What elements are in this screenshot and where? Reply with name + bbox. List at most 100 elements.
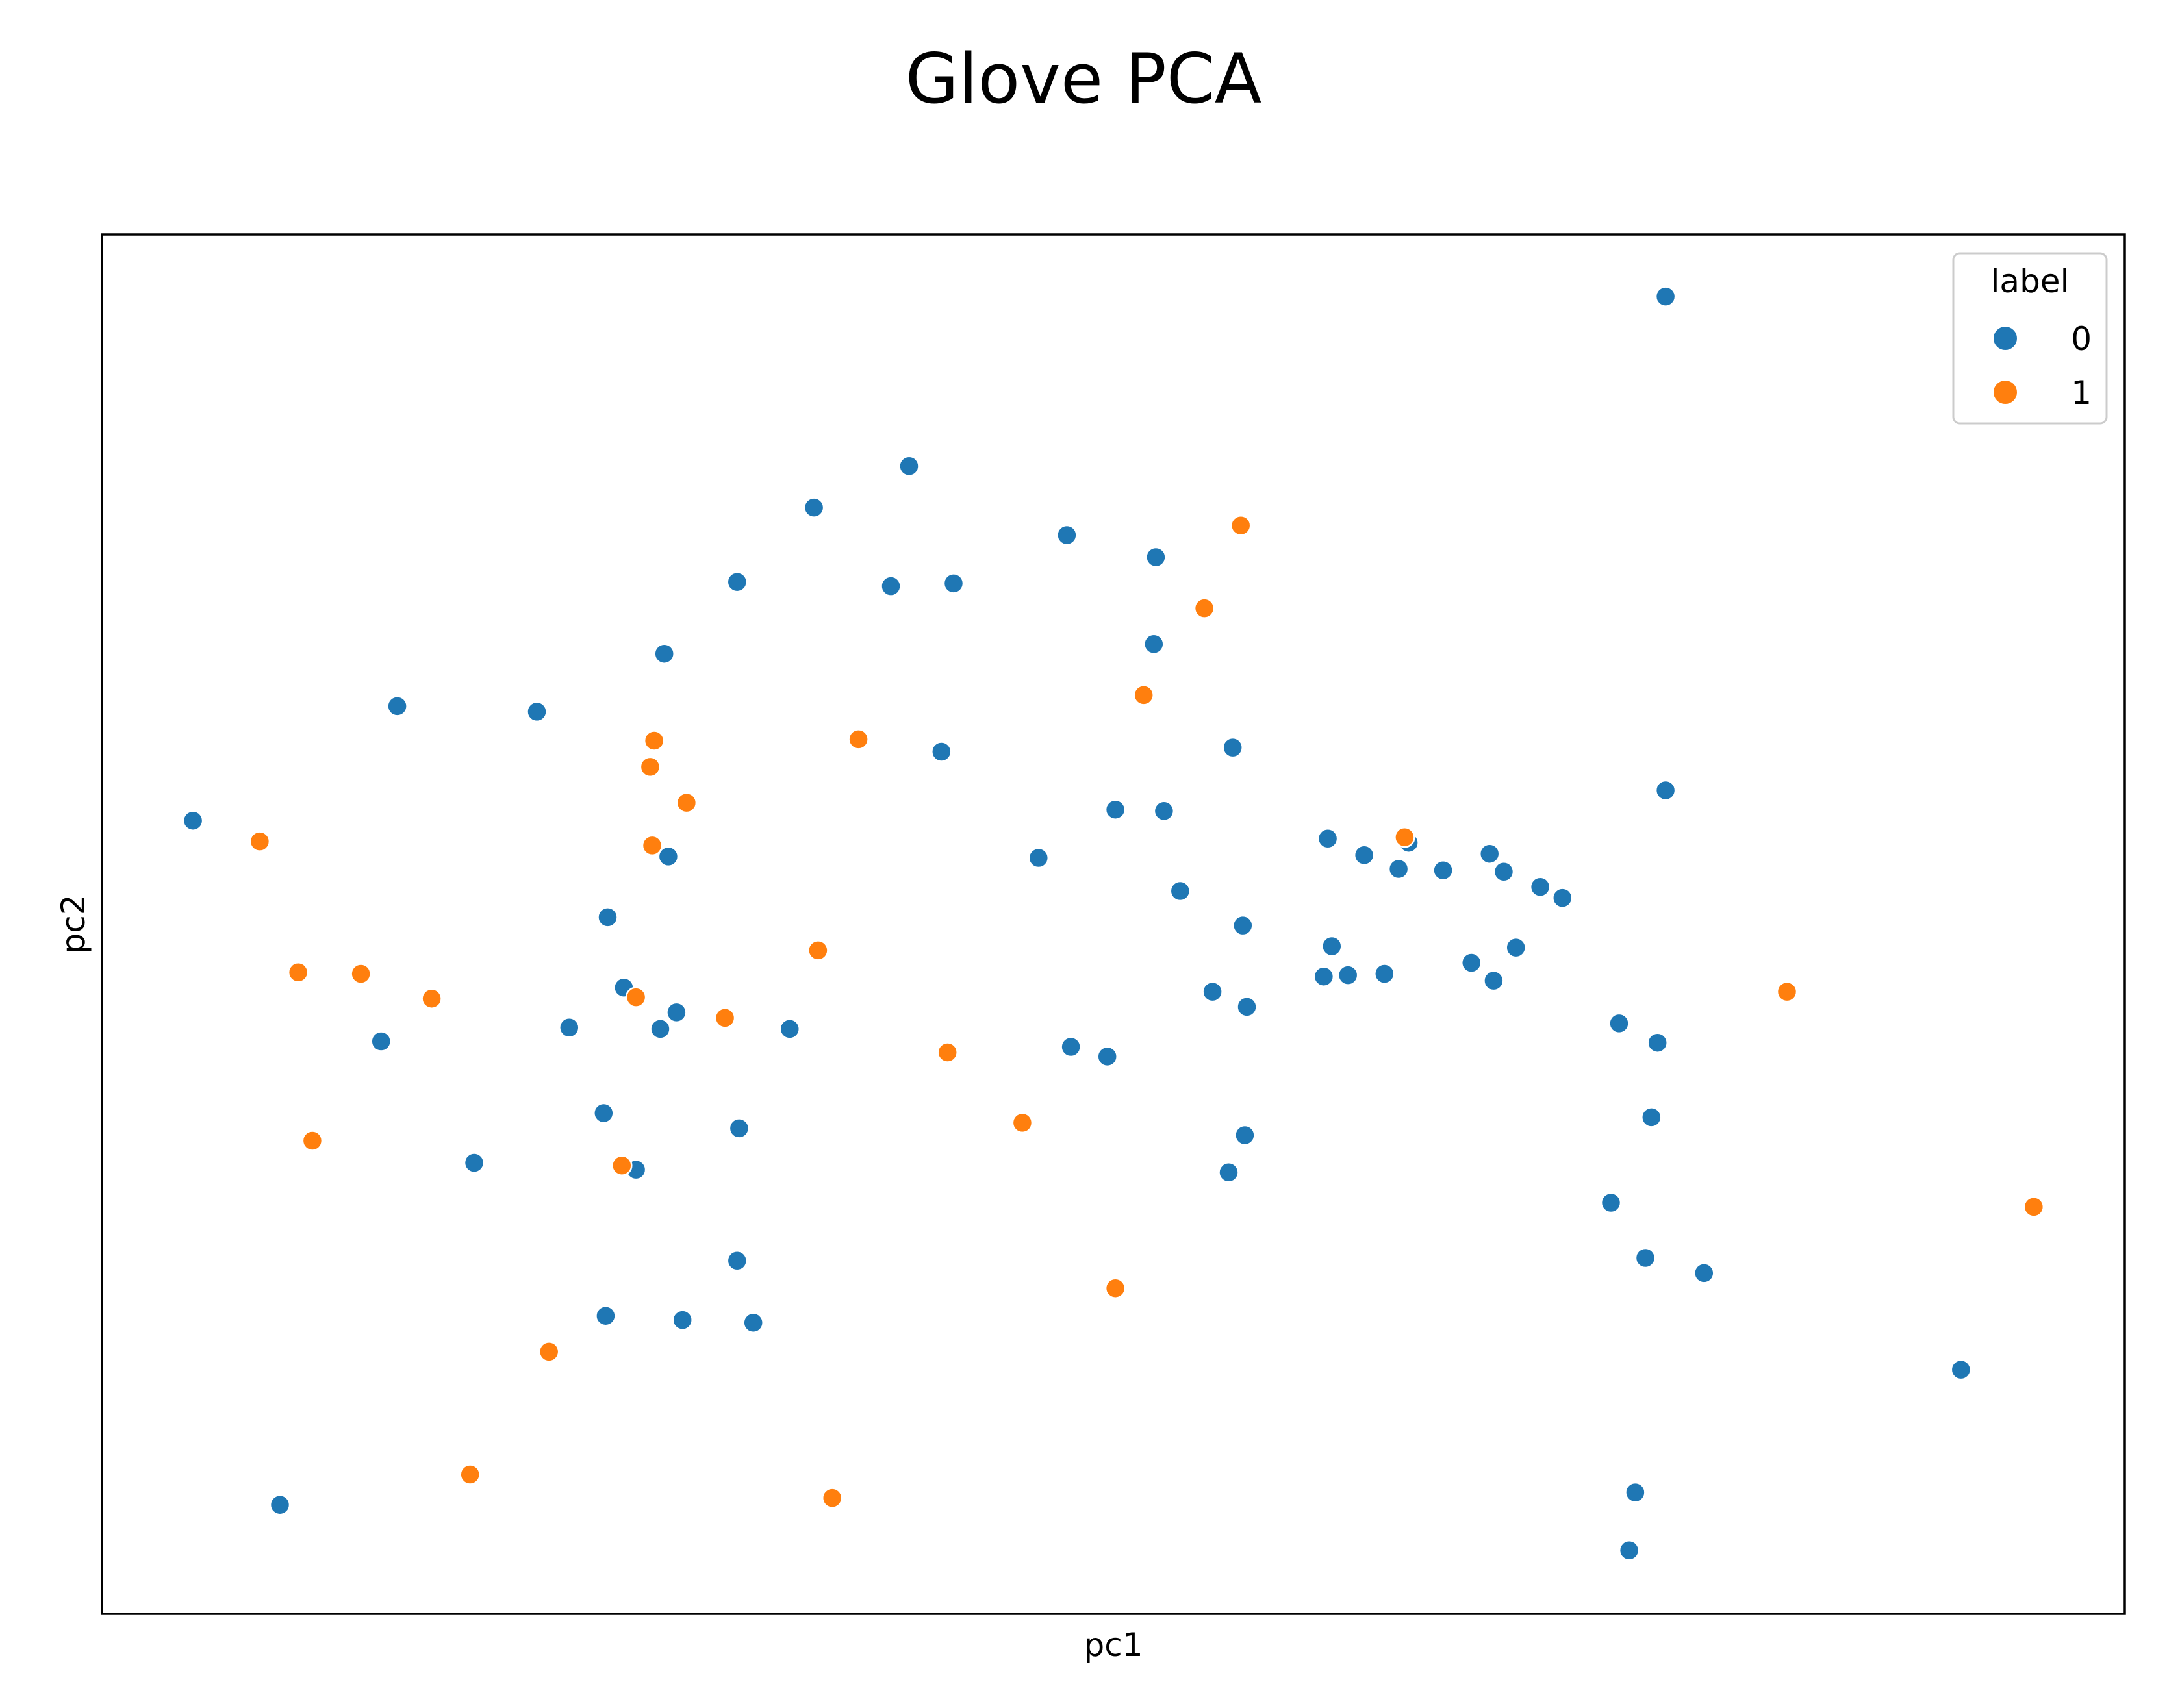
scatter-point-label-1: [538, 1341, 560, 1363]
scatter-point-label-1: [848, 729, 869, 750]
scatter-point-label-0: [1313, 966, 1335, 987]
scatter-point-label-0: [1317, 828, 1339, 849]
scatter-point-label-0: [1337, 964, 1359, 986]
scatter-point-label-1: [421, 988, 442, 1009]
scatter-point-label-0: [931, 741, 952, 762]
scatter-point-label-0: [672, 1309, 693, 1331]
scatter-point-label-0: [1950, 1359, 1972, 1381]
scatter-point-label-0: [726, 571, 748, 593]
chart-title: Glove PCA: [906, 39, 1262, 119]
scatter-point-label-0: [1552, 887, 1573, 909]
legend-frame: [1952, 252, 2108, 425]
scatter-point-label-1: [350, 963, 372, 985]
scatter-point-label-0: [657, 846, 679, 868]
scatter-point-label-0: [1641, 1107, 1662, 1128]
scatter-point-label-0: [1202, 981, 1223, 1003]
scatter-point-label-1: [1104, 1277, 1126, 1299]
scatter-point-label-0: [597, 907, 618, 928]
scatter-point-label-1: [459, 1464, 481, 1485]
scatter-point-label-0: [1169, 880, 1191, 902]
scatter-points: [182, 286, 2045, 1561]
scatter-point-label-0: [1060, 1036, 1082, 1058]
scatter-point-label-0: [559, 1017, 580, 1038]
scatter-point-label-0: [1353, 844, 1375, 866]
scatter-point-label-0: [1654, 779, 1677, 801]
scatter-point-label-1: [1394, 826, 1415, 848]
scatter-point-label-1: [1230, 514, 1252, 536]
scatter-point-label-0: [742, 1312, 764, 1334]
scatter-point-label-0: [1222, 736, 1243, 759]
legend-marker-0: [1992, 325, 2018, 351]
scatter-point-label-1: [639, 756, 661, 778]
scatter-point-label-0: [1693, 1262, 1715, 1284]
scatter-point-label-0: [1618, 1540, 1640, 1561]
scatter-point-label-0: [1374, 963, 1395, 985]
scatter-point-label-0: [1600, 1192, 1622, 1214]
scatter-point-label-0: [943, 573, 965, 594]
scatter-point-label-0: [1153, 800, 1175, 822]
scatter-point-label-0: [595, 1305, 616, 1327]
scatter-point-label-1: [643, 730, 665, 751]
scatter-point-label-0: [1529, 876, 1551, 898]
legend-label-0: 0: [2071, 320, 2092, 358]
scatter-point-label-1: [1011, 1112, 1033, 1134]
scatter-point-label-0: [1056, 524, 1078, 546]
legend-title: label: [1991, 262, 2070, 300]
plot-area: [101, 233, 2126, 1615]
scatter-point-label-0: [463, 1152, 485, 1174]
scatter-point-label-0: [1104, 799, 1126, 820]
scatter-point-label-0: [1460, 952, 1482, 973]
scatter-point-label-0: [1218, 1162, 1239, 1183]
scatter-point-label-1: [807, 940, 829, 961]
scatter-point-label-0: [1232, 914, 1254, 936]
scatter-point-label-0: [1493, 861, 1515, 883]
scatter-point-label-0: [1634, 1247, 1656, 1269]
scatter-point-label-1: [2023, 1196, 2045, 1218]
scatter-point-label-0: [898, 455, 920, 477]
scatter-point-label-1: [1776, 981, 1798, 1003]
scatter-point-label-0: [269, 1494, 291, 1516]
scatter-point-label-0: [1432, 859, 1454, 881]
scatter-point-label-0: [666, 1001, 687, 1024]
scatter-point-label-0: [370, 1031, 392, 1052]
scatter-point-label-0: [1145, 546, 1167, 568]
legend-marker-1: [1992, 379, 2018, 405]
scatter-point-label-1: [641, 835, 663, 857]
scatter-point-label-0: [1234, 1124, 1256, 1146]
scatter-point-label-0: [1236, 996, 1258, 1018]
scatter-point-label-1: [937, 1042, 958, 1063]
y-axis-label: pc2: [55, 894, 92, 953]
legend: label 0 1: [1952, 252, 2108, 425]
scatter-point-label-0: [1096, 1046, 1118, 1068]
scatter-point-label-0: [1647, 1032, 1668, 1053]
scatter-point-label-1: [714, 1007, 736, 1029]
scatter-point-label-0: [650, 1018, 671, 1040]
scatter-point-label-0: [593, 1102, 615, 1124]
scatter-point-label-0: [1505, 936, 1527, 959]
scatter-point-label-0: [880, 575, 902, 597]
scatter-point-label-0: [1478, 843, 1501, 864]
scatter-point-label-1: [301, 1130, 323, 1151]
scatter-point-label-0: [526, 701, 548, 723]
scatter-point-label-0: [1654, 286, 1677, 307]
scatter-point-label-0: [1625, 1481, 1646, 1503]
scatter-point-label-0: [1483, 970, 1504, 992]
scatter-point-label-0: [387, 696, 408, 717]
scatter-point-label-0: [728, 1118, 750, 1139]
scatter-point-label-1: [249, 831, 271, 852]
scatter-point-label-0: [803, 497, 825, 518]
scatter-point-label-1: [676, 792, 698, 814]
scatter-point-label-0: [1321, 935, 1343, 957]
scatter-point-label-0: [182, 810, 204, 831]
scatter-point-label-0: [726, 1250, 748, 1272]
scatter-point-label-0: [653, 643, 675, 664]
scatter-point-label-0: [1028, 847, 1050, 869]
scatter-point-label-1: [625, 986, 647, 1008]
scatter-point-label-1: [611, 1155, 633, 1176]
legend-label-1: 1: [2071, 374, 2092, 412]
scatter-point-label-0: [1608, 1012, 1630, 1035]
scatter-point-label-0: [1143, 633, 1165, 655]
scatter-point-label-0: [779, 1018, 801, 1040]
x-axis-label: pc1: [1084, 1626, 1143, 1664]
